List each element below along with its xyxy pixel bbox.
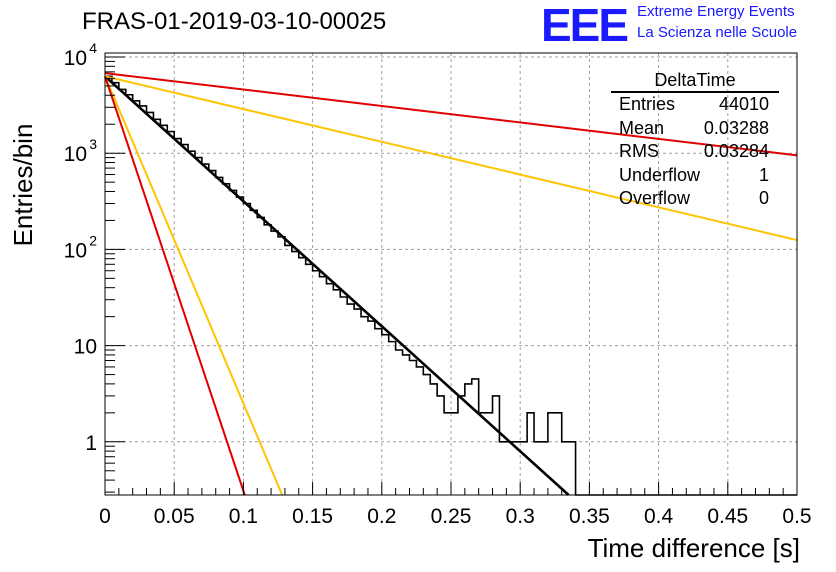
stats-label: Mean <box>619 117 665 138</box>
logo-line-1: Extreme Energy Events <box>637 3 795 20</box>
x-tick-labels: 0 0.05 0.1 0.15 0.2 0.25 0.3 0.35 0.4 0.45 0.5 <box>99 505 811 528</box>
x-tick-label: 0.1 <box>229 505 258 528</box>
x-axis-label: Time difference [s] <box>587 533 800 563</box>
y-tick-label: 1 <box>85 432 97 455</box>
x-tick-label: 0.05 <box>154 505 195 528</box>
x-tick-label: 0.2 <box>367 505 396 528</box>
x-tick-label: 0.25 <box>431 505 472 528</box>
stats-row-mean: Mean 0.03288 <box>611 117 779 141</box>
y-tick-exponent: 2 <box>89 232 97 248</box>
stats-value: 1 <box>758 164 769 185</box>
stats-box: DeltaTime Entries 44010 Mean 0.03288 RMS… <box>611 69 779 211</box>
y-tick-label: 10 <box>74 336 97 359</box>
fit-curves <box>104 72 798 496</box>
plot-title: FRAS-01-2019-03-10-00025 <box>82 8 387 35</box>
logo-line-2: La Scienza nelle Scuole <box>637 24 798 41</box>
y-axis-label: Entries/bin <box>8 123 38 247</box>
stats-label: Underflow <box>619 164 701 185</box>
stats-row-entries: Entries 44010 <box>611 93 779 117</box>
x-tick-label: 0.4 <box>644 505 674 528</box>
stats-value: 0.03284 <box>703 141 769 161</box>
stats-label: Overflow <box>619 188 691 208</box>
grid <box>105 53 797 495</box>
x-tick-label: 0.45 <box>707 505 748 528</box>
stats-value: 44010 <box>718 94 769 114</box>
axis-ticks <box>104 56 798 495</box>
y-tick-label: 10 <box>64 143 87 166</box>
stats-row-underflow: Underflow 1 <box>611 164 779 188</box>
fit-line <box>104 75 798 242</box>
fit-line <box>104 75 246 496</box>
plot-border <box>104 52 798 496</box>
x-tick-label: 0.3 <box>506 505 535 528</box>
stats-label: RMS <box>619 141 659 161</box>
y-tick-label: 10 <box>64 47 87 70</box>
fit-line <box>104 75 570 496</box>
x-tick-label: 0.5 <box>782 505 811 528</box>
stats-title: DeltaTime <box>611 69 779 93</box>
stats-value: 0.03288 <box>703 117 769 138</box>
x-tick-label: 0.15 <box>292 505 333 528</box>
stats-value: 0 <box>758 188 769 208</box>
x-tick-label: 0.35 <box>569 505 610 528</box>
y-tick-exponent: 3 <box>89 136 97 152</box>
eee-logo: EEE <box>541 0 629 51</box>
stats-row-overflow: Overflow 0 <box>611 187 779 211</box>
stats-row-rms: RMS 0.03284 <box>611 140 779 164</box>
x-tick-label: 0 <box>99 505 111 528</box>
fit-line <box>104 72 798 157</box>
y-tick-exponent: 4 <box>89 40 97 56</box>
stats-label: Entries <box>619 94 676 114</box>
y-tick-label: 10 <box>64 239 87 262</box>
fit-line <box>104 75 284 496</box>
